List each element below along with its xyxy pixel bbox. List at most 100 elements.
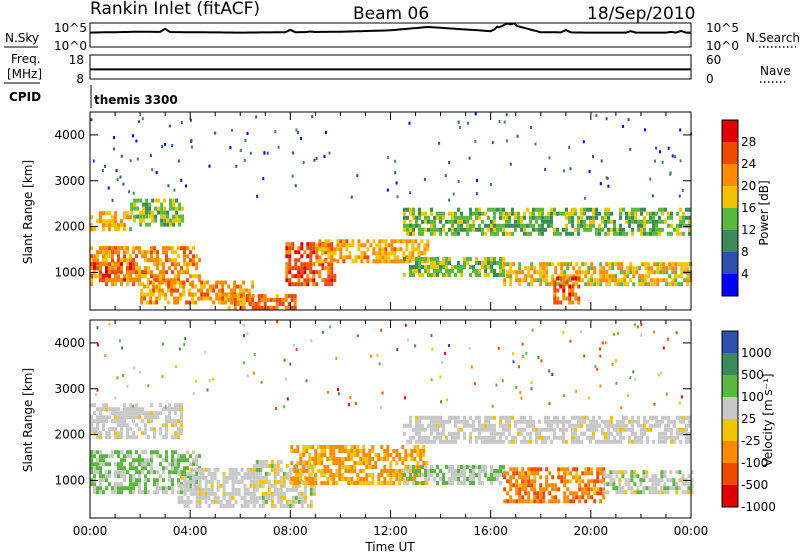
- heat-cell: [294, 262, 298, 267]
- x-tick-label: 16:00: [473, 524, 508, 538]
- heat-cell: [421, 273, 424, 277]
- heat-cell: [138, 282, 141, 287]
- heat-cell: [613, 435, 616, 440]
- heat-cell: [234, 491, 238, 496]
- heat-cell: [123, 223, 126, 228]
- heat-cell: [602, 266, 606, 271]
- heat-cell: [475, 427, 478, 432]
- heat-cell: [649, 219, 652, 224]
- heat-cell: [126, 250, 129, 255]
- heat-cell: [637, 415, 640, 420]
- heat-cell: [96, 423, 99, 428]
- heat-cell: [445, 265, 448, 269]
- heat-cell: [584, 491, 588, 496]
- heat-cell: [329, 473, 333, 477]
- heat-cell: [123, 466, 126, 471]
- heat-cell: [178, 347, 181, 351]
- heat-cell: [102, 254, 105, 259]
- heat-cell: [566, 471, 570, 476]
- heat-cell: [348, 243, 352, 248]
- heat-cell: [601, 341, 604, 345]
- heat-cell: [652, 219, 655, 224]
- heat-cell: [282, 495, 286, 500]
- heat-cell: [279, 467, 283, 472]
- heat-cell: [159, 462, 162, 467]
- heat-cell: [430, 469, 433, 473]
- heat-cell: [195, 483, 199, 488]
- heat-cell: [374, 461, 378, 465]
- heat-cell: [156, 254, 159, 259]
- heat-cell: [287, 302, 291, 306]
- heat-cell: [671, 266, 675, 271]
- heat-cell: [560, 266, 564, 271]
- heat-cell: [150, 462, 153, 467]
- heat-cell: [117, 278, 120, 283]
- heat-cell: [138, 490, 141, 495]
- heat-cell: [634, 215, 637, 220]
- heat-cell: [602, 495, 606, 500]
- heat-cell: [296, 445, 300, 449]
- heat-cell: [511, 439, 514, 444]
- heat-cell: [644, 266, 648, 271]
- heat-cell: [142, 214, 146, 219]
- heat-cell: [433, 231, 436, 236]
- heat-cell: [533, 475, 537, 480]
- heat-cell: [529, 419, 532, 424]
- heat-cell: [159, 454, 162, 459]
- heat-cell: [610, 431, 613, 436]
- heat-cell: [90, 470, 93, 475]
- heat-cell: [309, 278, 313, 283]
- heat-cell: [493, 223, 496, 228]
- heat-cell: [681, 490, 685, 495]
- heat-cell: [260, 380, 263, 384]
- heat-cell: [580, 219, 583, 224]
- heat-cell: [568, 284, 572, 289]
- heat-cell: [144, 250, 147, 255]
- heat-cell: [563, 262, 567, 267]
- heat-cell: [118, 339, 121, 343]
- heat-cell: [512, 483, 516, 488]
- heat-cell: [99, 478, 102, 483]
- heat-cell: [243, 471, 247, 476]
- heat-cell: [102, 223, 105, 228]
- heat-cell: [518, 487, 522, 492]
- heat-cell: [601, 419, 604, 424]
- heat-cell: [114, 415, 117, 420]
- heat-cell: [590, 274, 594, 279]
- heat-cell: [129, 254, 132, 259]
- heat-cell: [481, 231, 484, 236]
- heat-cell: [647, 274, 651, 279]
- heat-cell: [330, 259, 334, 264]
- heat-cell: [122, 374, 125, 377]
- heat-cell: [206, 296, 210, 301]
- heat-cell: [99, 215, 102, 220]
- heat-cell: [662, 270, 666, 275]
- heat-cell: [442, 261, 445, 265]
- heat-cell: [141, 450, 144, 455]
- heat-cell: [317, 457, 321, 461]
- heat-cell: [481, 265, 484, 269]
- heat-cell: [566, 467, 570, 472]
- heat-cell: [234, 487, 238, 492]
- heat-cell: [270, 499, 274, 504]
- heat-cell: [192, 392, 195, 396]
- heat-cell: [312, 246, 316, 251]
- heat-cell: [90, 254, 93, 259]
- heat-cell: [309, 254, 313, 259]
- heat-cell: [263, 302, 267, 306]
- heat-cell: [120, 470, 123, 475]
- heat-cell: [160, 218, 164, 223]
- heat-cell: [133, 206, 137, 211]
- heat-cell: [231, 495, 235, 500]
- heat-cell: [412, 215, 415, 220]
- heat-cell: [604, 223, 607, 228]
- heat-cell: [417, 251, 421, 256]
- heat-cell: [93, 474, 96, 479]
- heat-cell: [377, 481, 381, 485]
- heat-cell: [140, 296, 144, 301]
- heat-cell: [147, 250, 150, 255]
- heat-cell: [433, 273, 436, 277]
- heat-cell: [329, 453, 333, 457]
- heat-cell: [363, 255, 367, 260]
- heat-cell: [249, 495, 253, 500]
